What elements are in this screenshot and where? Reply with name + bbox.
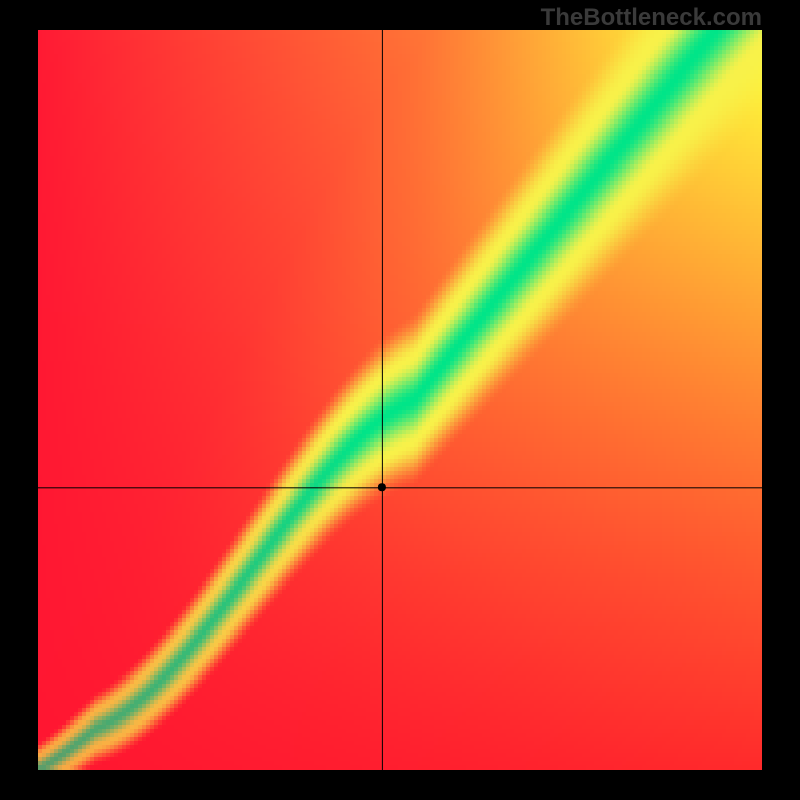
watermark-text: TheBottleneck.com: [541, 4, 762, 32]
bottleneck-heatmap: [38, 30, 762, 770]
figure-container: TheBottleneck.com: [0, 0, 800, 800]
